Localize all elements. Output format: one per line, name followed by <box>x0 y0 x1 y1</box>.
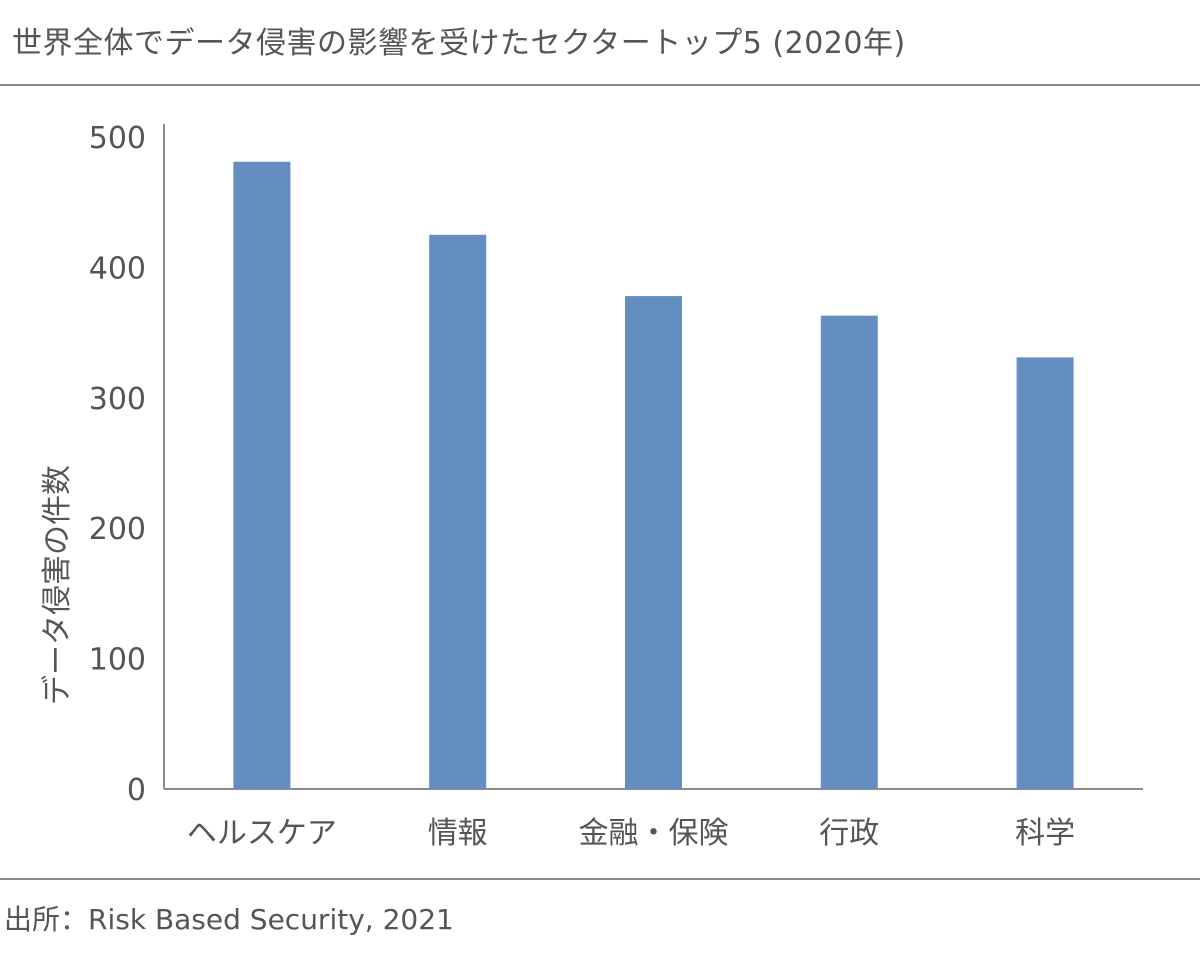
y-tick-label: 200 <box>89 512 146 547</box>
x-tick-label: 科学 <box>1015 816 1075 851</box>
source-note: 出所：Risk Based Security, 2021 <box>4 903 454 936</box>
x-tick-label: 情報 <box>428 816 488 851</box>
y-tick-label: 100 <box>89 643 146 678</box>
y-tick-label: 0 <box>127 773 146 808</box>
chart-title: 世界全体でデータ侵害の影響を受けたセクタートップ5 (2020年) <box>12 26 906 61</box>
top-divider <box>0 84 1200 86</box>
bar <box>429 234 487 790</box>
y-tick-label: 500 <box>89 121 146 156</box>
y-tick-label: 300 <box>89 382 146 417</box>
chart-area: データ侵害の件数 0 100 200 300 400 500 ヘルスケア 情報 金融・保険 行政科… <box>0 88 1200 876</box>
bar <box>625 296 682 789</box>
y-tick-label: 400 <box>89 251 146 286</box>
x-tick-label: 行政 <box>819 816 879 851</box>
x-tick-label: ヘルスケア <box>187 816 337 851</box>
bar <box>233 161 291 789</box>
bar <box>1016 357 1074 789</box>
bottom-divider <box>0 878 1200 880</box>
bar <box>820 315 878 789</box>
bar-chart: 0 100 200 300 400 500 ヘルスケア 情報 金融・保険 行政 科学 <box>89 121 1143 851</box>
x-tick-label: 金融・保険 <box>579 816 729 851</box>
